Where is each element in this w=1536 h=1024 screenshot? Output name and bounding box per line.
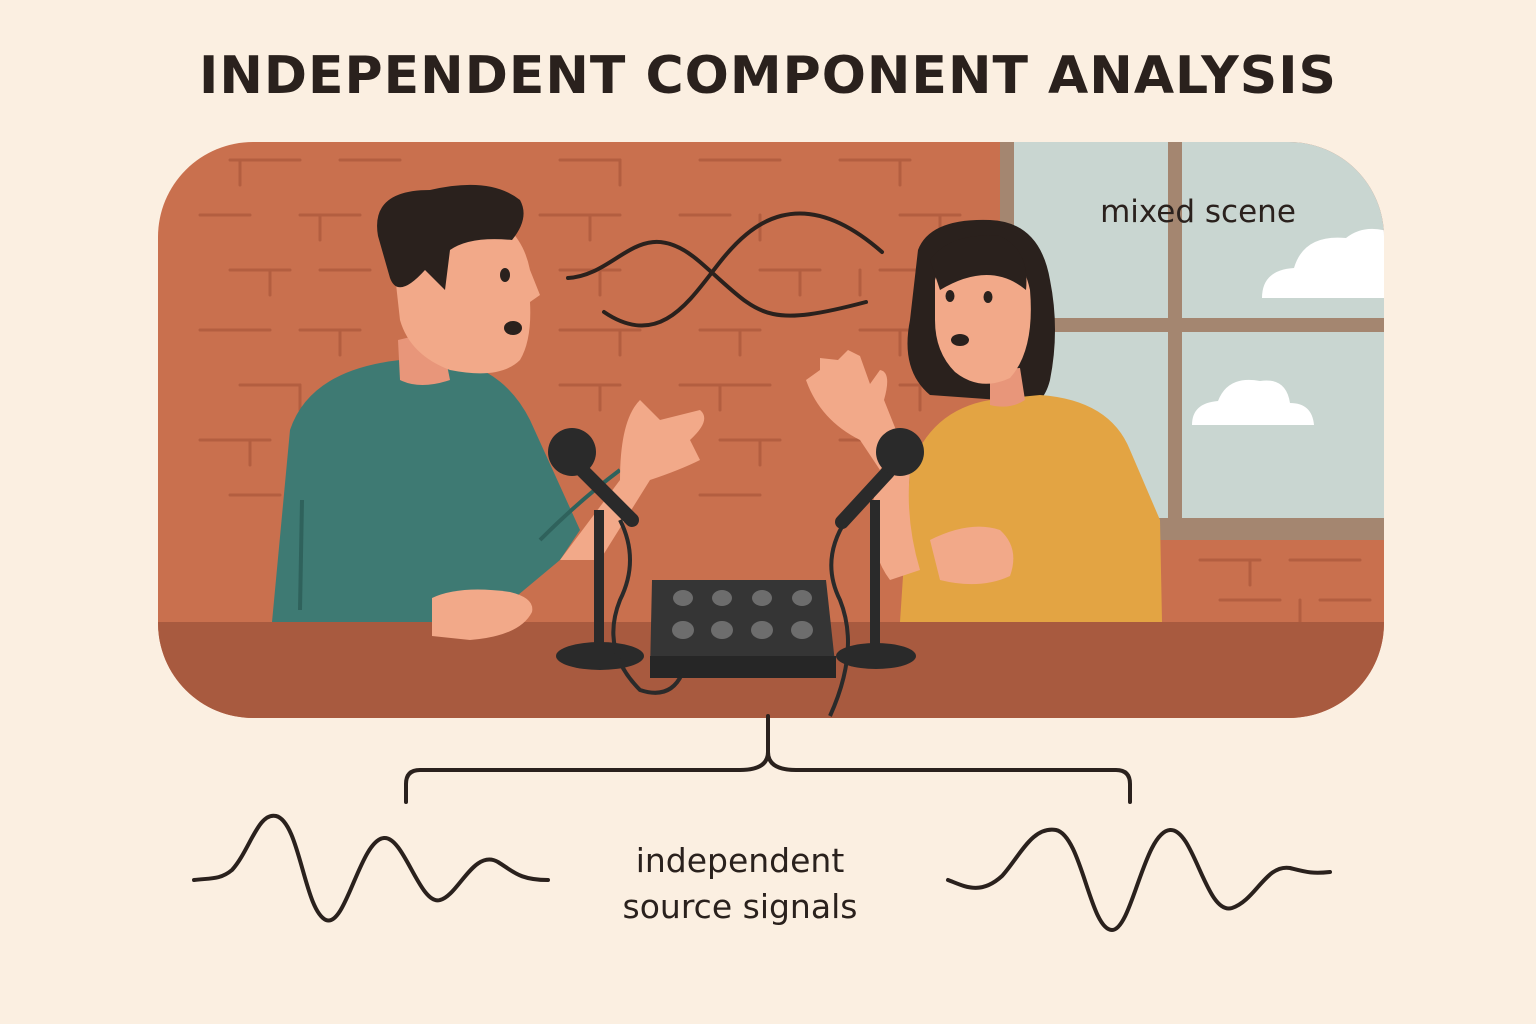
man-resting-hand bbox=[432, 589, 533, 640]
woman-raised-hand bbox=[806, 350, 900, 470]
woman-speaker bbox=[806, 219, 1162, 622]
microphone-left bbox=[548, 428, 684, 695]
cloud-icon bbox=[1262, 228, 1384, 298]
man-shirt bbox=[272, 358, 580, 622]
man-mouth bbox=[504, 321, 522, 335]
page-title: INDEPENDENT COMPONENT ANALYSIS bbox=[199, 46, 1337, 106]
woman-hand bbox=[930, 526, 1014, 585]
source-signals-label-line2: source signals bbox=[622, 887, 858, 926]
mixed-waves bbox=[566, 211, 884, 328]
mixed-wave bbox=[602, 211, 884, 328]
man-hair bbox=[377, 184, 524, 290]
source-signal-right bbox=[946, 827, 1332, 933]
mixer-knobs bbox=[672, 590, 813, 639]
audio-mixer bbox=[650, 580, 836, 678]
separation-bracket bbox=[404, 714, 1132, 804]
source-signal-left bbox=[192, 813, 550, 923]
source-signals-label: independent source signals bbox=[560, 838, 920, 930]
cloud-icon bbox=[1192, 379, 1314, 425]
mixed-wave bbox=[566, 239, 868, 318]
source-signals-label-line1: independent bbox=[635, 841, 845, 880]
microphone-right bbox=[828, 428, 924, 717]
mixed-scene-label: mixed scene bbox=[1100, 194, 1296, 230]
woman-mouth bbox=[951, 334, 969, 346]
